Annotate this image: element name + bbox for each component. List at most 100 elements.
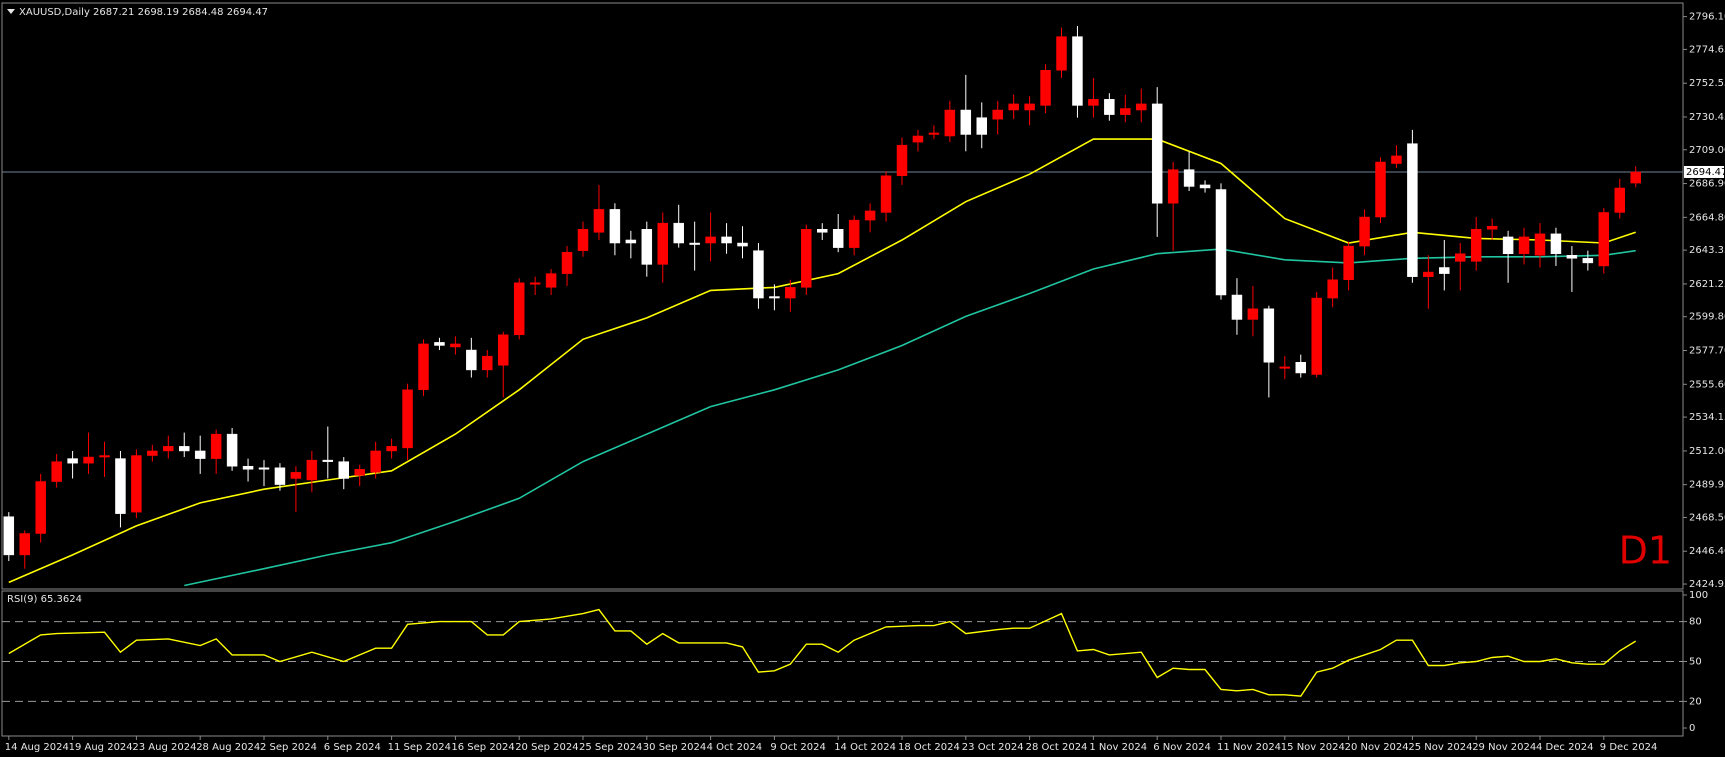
candle-body (3, 516, 15, 556)
y-tick-label: 2577.70 (1689, 346, 1725, 357)
candle-body (912, 135, 924, 143)
price-label-box (1684, 165, 1724, 178)
candle-body (1518, 236, 1530, 254)
candle-body (1040, 70, 1051, 106)
timeframe-label: D1 (1619, 529, 1672, 573)
chart-header: XAUUSD,Daily 2687.21 2698.19 2684.48 269… (19, 7, 268, 18)
candle-body (99, 455, 110, 458)
candle-body (976, 117, 987, 135)
y-tick-label: 2512.00 (1689, 446, 1725, 457)
candle-body (402, 389, 413, 449)
candle-body (992, 109, 1003, 120)
candle-body (354, 469, 365, 476)
candle-body (1120, 108, 1131, 115)
candle-body (545, 273, 557, 288)
y-tick-label: 2686.90 (1689, 179, 1725, 190)
y-tick-label: 2643.35 (1689, 245, 1725, 256)
x-tick-label: 1 Nov 2024 (1089, 742, 1147, 753)
candle-body (322, 459, 334, 462)
candle-body (1391, 155, 1402, 164)
candle-body (1072, 36, 1083, 106)
x-tick-label: 18 Oct 2024 (898, 742, 960, 753)
candle-body (450, 343, 461, 348)
candle-body (673, 222, 684, 244)
header-open: 2687.21 (93, 7, 134, 18)
header-high: 2698.19 (138, 7, 179, 18)
candle-body (1151, 103, 1163, 204)
candle-body (944, 109, 956, 137)
y-tick-label: 2446.40 (1689, 546, 1725, 557)
candle-body (1263, 308, 1275, 363)
candle-body (1199, 184, 1211, 189)
candle-body (1024, 103, 1035, 111)
candle-body (641, 229, 653, 265)
price-label: 2694.47 (1686, 167, 1725, 178)
candle-body (274, 467, 286, 485)
candle-body (1502, 236, 1514, 254)
symbol: XAUUSD,Daily (19, 7, 90, 18)
header-low: 2684.48 (182, 7, 223, 18)
candle-body (801, 229, 812, 288)
candle-body (1614, 187, 1625, 213)
candle-body (1247, 308, 1259, 320)
candle-body (593, 209, 605, 233)
candle-body (1008, 103, 1019, 111)
x-tick-label: 11 Sep 2024 (388, 742, 451, 753)
y-tick-label: 2489.95 (1689, 480, 1725, 491)
candle-body (147, 450, 158, 456)
candle-body (896, 144, 908, 177)
x-tick-label: 9 Oct 2024 (770, 742, 825, 753)
candle-body (1566, 255, 1578, 259)
candle-body (67, 458, 78, 464)
rsi-tick-label: 20 (1689, 696, 1702, 707)
rsi-header: RSI(9) 65.3624 (7, 594, 82, 605)
y-tick-label: 2664.80 (1689, 212, 1725, 223)
candle-body (577, 229, 589, 251)
candle-body (418, 343, 429, 391)
x-tick-label: 23 Aug 2024 (132, 742, 196, 753)
candle-body (242, 465, 254, 470)
candle-body (1439, 267, 1450, 274)
candle-body (1407, 143, 1418, 277)
candle-body (1343, 245, 1354, 280)
candle-body (864, 210, 876, 221)
candle-body (131, 455, 142, 513)
candle-body (753, 250, 764, 299)
x-tick-label: 20 Nov 2024 (1345, 742, 1409, 753)
x-tick-label: 19 Aug 2024 (69, 742, 133, 753)
candle-body (1295, 362, 1306, 374)
y-tick-label: 2730.45 (1689, 112, 1725, 123)
candle-body (370, 450, 381, 473)
candle-body (928, 132, 940, 135)
candle-body (1136, 103, 1147, 111)
y-tick-label: 2555.60 (1689, 379, 1725, 390)
candle-body (179, 446, 190, 452)
candle-body (1598, 212, 1610, 267)
y-tick-label: 2468.50 (1689, 512, 1725, 523)
candle-body (1327, 279, 1338, 299)
candle-body (1104, 99, 1115, 115)
candle-body (434, 342, 445, 346)
candle-body (51, 461, 62, 482)
y-tick-label: 2599.80 (1689, 312, 1725, 323)
x-tick-label: 4 Oct 2024 (707, 742, 762, 753)
candle-body (832, 229, 844, 248)
x-tick-label: 11 Nov 2024 (1217, 742, 1281, 753)
menu-arrow (7, 9, 15, 14)
candle-body (1550, 233, 1562, 254)
x-tick-label: 28 Aug 2024 (196, 742, 260, 753)
candle-body (466, 349, 477, 371)
candle-body (386, 446, 397, 452)
candle-body (35, 481, 46, 534)
rsi-last: 65.3624 (41, 594, 82, 605)
candle-body (1534, 233, 1546, 256)
candle-body (482, 355, 493, 371)
candle-body (1215, 189, 1227, 296)
candle-body (1486, 225, 1498, 230)
x-tick-label: 25 Sep 2024 (579, 742, 642, 753)
main-panel-border (1, 2, 1684, 590)
rsi-line (8, 608, 1637, 697)
candle-body (657, 222, 668, 265)
